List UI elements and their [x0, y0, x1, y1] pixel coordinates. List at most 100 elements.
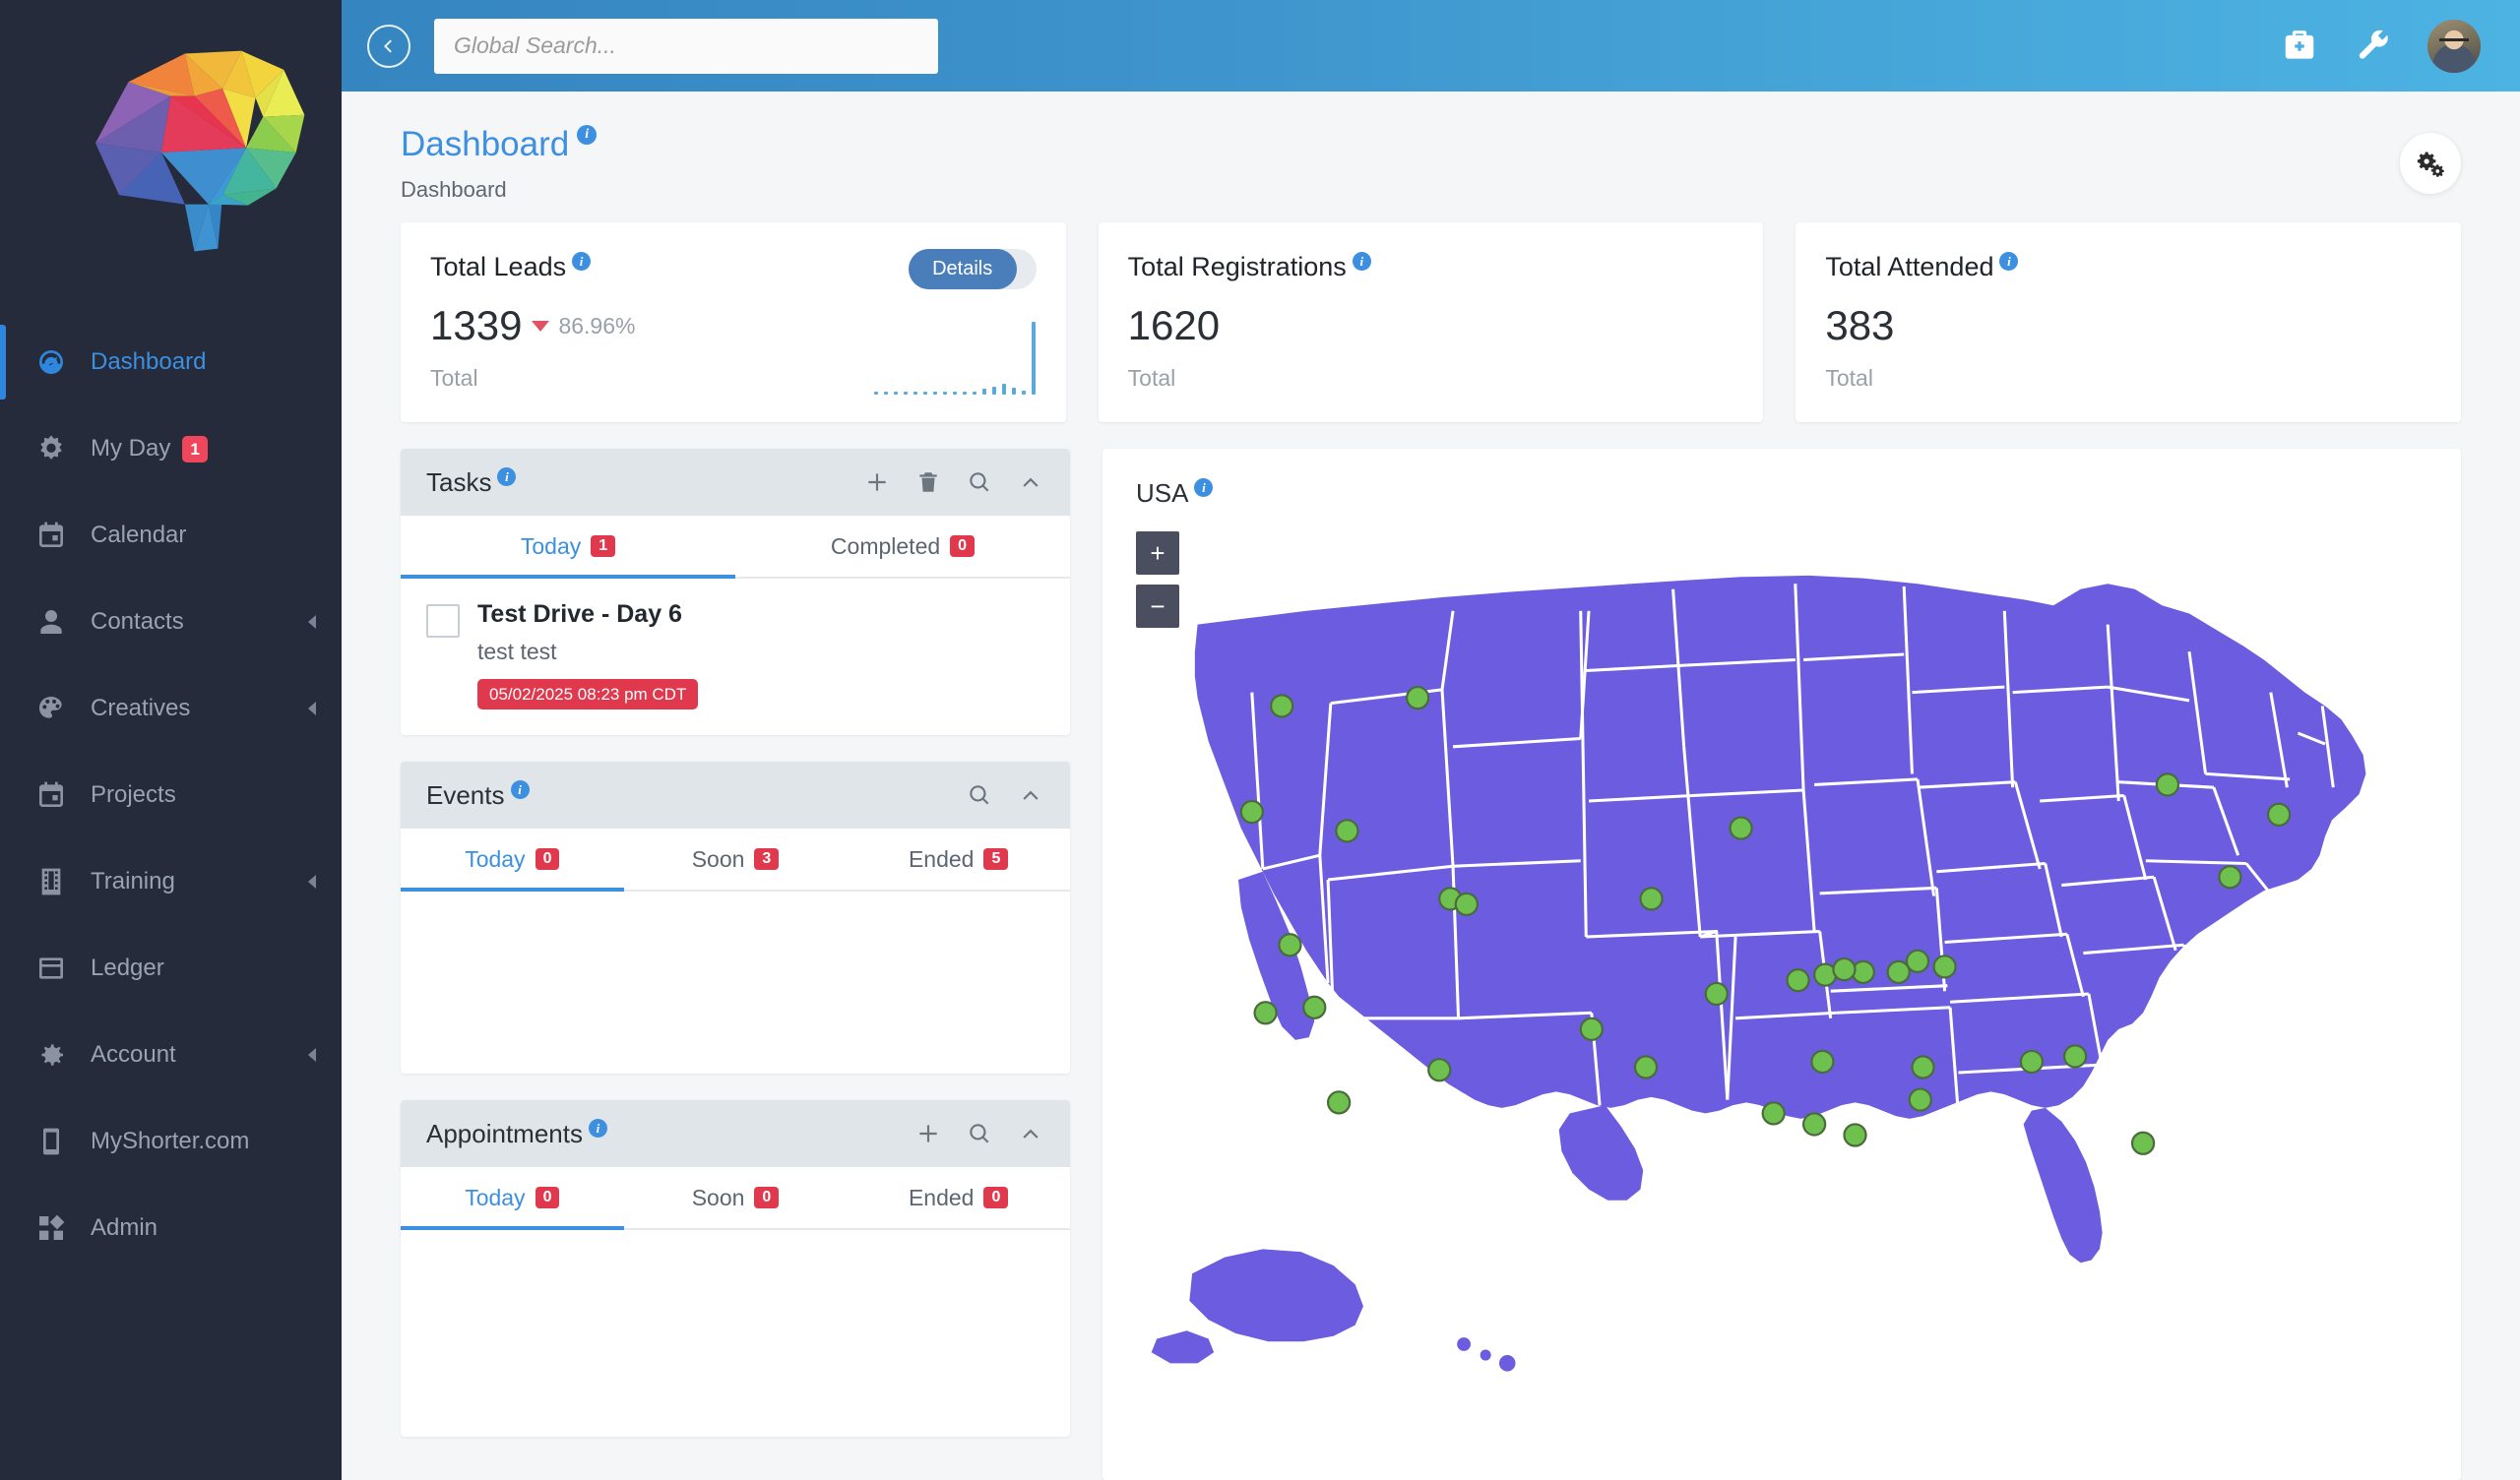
map-marker[interactable]	[1704, 981, 1729, 1007]
task-checkbox[interactable]	[426, 604, 460, 638]
kpi-card-total-attended: Total Attended i 383 Total	[1796, 222, 2462, 422]
tab-appointments-ended[interactable]: Ended 0	[847, 1167, 1070, 1228]
details-button[interactable]: Details	[908, 249, 1017, 289]
tab-tasks-completed[interactable]: Completed 0	[735, 516, 1070, 577]
map-marker[interactable]	[1932, 955, 1957, 979]
map-marker[interactable]	[1335, 819, 1359, 843]
tab-appointments-today[interactable]: Today 0	[401, 1167, 624, 1230]
map-marker[interactable]	[1633, 1055, 1659, 1079]
chevron-right-icon	[308, 702, 316, 715]
map-marker[interactable]	[2019, 1049, 2045, 1075]
map-marker[interactable]	[1761, 1101, 1786, 1126]
map-marker[interactable]	[1270, 694, 1294, 718]
map-marker[interactable]	[1253, 1001, 1278, 1025]
sidebar-item-my-day[interactable]: My Day 1	[0, 405, 342, 492]
details-toggle[interactable]: Details	[908, 249, 1037, 289]
sidebar-item-account[interactable]: Account	[0, 1012, 342, 1098]
map-marker[interactable]	[1832, 956, 1857, 982]
info-icon[interactable]: i	[1999, 252, 2019, 271]
back-arrow-icon[interactable]	[367, 24, 410, 68]
task-item[interactable]: Test Drive - Day 6 test test 05/02/2025 …	[426, 600, 1044, 709]
info-icon[interactable]: i	[572, 252, 592, 271]
gears-icon[interactable]	[2400, 133, 2461, 194]
tab-label: Soon	[691, 845, 745, 872]
page-title-text: Dashboard	[401, 125, 570, 163]
map-zoom-out-button[interactable]: −	[1136, 585, 1179, 628]
tab-events-today[interactable]: Today 0	[401, 829, 624, 892]
map-marker[interactable]	[1302, 995, 1327, 1019]
sidebar-item-calendar[interactable]: Calendar	[0, 492, 342, 579]
map-marker[interactable]	[1911, 1055, 1935, 1079]
sidebar-item-training[interactable]: Training	[0, 838, 342, 925]
tab-count: 5	[983, 848, 1009, 870]
trash-icon[interactable]	[914, 468, 942, 496]
info-icon[interactable]: i	[588, 1118, 607, 1138]
tab-count: 0	[950, 535, 976, 557]
calendar-icon	[32, 775, 71, 815]
tab-tasks-today[interactable]: Today 1	[401, 516, 735, 579]
kpi-delta-text: 86.96%	[558, 312, 636, 339]
tab-events-ended[interactable]: Ended 5	[847, 829, 1070, 890]
kpi-value-row: 1620	[1128, 302, 1734, 349]
global-search-input[interactable]	[434, 18, 938, 74]
first-aid-kit-icon[interactable]	[2278, 25, 2321, 68]
search-icon[interactable]	[966, 1120, 993, 1147]
search-icon[interactable]	[966, 781, 993, 809]
map-marker[interactable]	[1278, 933, 1302, 957]
map-marker[interactable]	[1908, 1087, 1932, 1112]
sidebar-item-admin[interactable]: Admin	[0, 1185, 342, 1271]
map-canvas[interactable]	[1102, 529, 2461, 1480]
map-marker[interactable]	[2218, 865, 2242, 890]
kpi-value-row: 1339 86.96%	[430, 302, 1037, 349]
kpi-sublabel: Total	[430, 365, 478, 391]
map-marker[interactable]	[2155, 772, 2180, 797]
map-marker[interactable]	[1579, 1017, 1604, 1041]
map-marker[interactable]	[2266, 802, 2292, 827]
lower-grid: Tasks i Today 1	[342, 422, 2520, 1480]
topbar-icon-group	[2278, 19, 2481, 73]
map-marker[interactable]	[1801, 1112, 1827, 1137]
breadcrumb: Dashboard	[401, 177, 507, 202]
map-marker[interactable]	[2062, 1044, 2088, 1069]
search-icon[interactable]	[966, 468, 993, 496]
map-marker[interactable]	[1639, 887, 1664, 911]
sidebar-item-dashboard[interactable]: Dashboard	[0, 319, 342, 405]
sidebar-item-creatives[interactable]: Creatives	[0, 665, 342, 752]
plus-icon[interactable]	[914, 1120, 942, 1147]
tab-events-soon[interactable]: Soon 3	[624, 829, 848, 890]
map-marker[interactable]	[1786, 968, 1810, 993]
avatar[interactable]	[2427, 19, 2481, 73]
sidebar-item-projects[interactable]: Projects	[0, 752, 342, 838]
info-icon[interactable]: i	[577, 125, 598, 145]
map-marker[interactable]	[1810, 1049, 1835, 1075]
kpi-title-text: Total Registrations	[1127, 252, 1347, 281]
info-icon[interactable]: i	[510, 779, 530, 799]
chevron-up-icon[interactable]	[1017, 781, 1044, 809]
plus-icon[interactable]	[863, 468, 891, 496]
map-marker[interactable]	[1454, 892, 1479, 917]
brain-logo-icon	[94, 50, 305, 252]
map-marker[interactable]	[1905, 949, 1930, 973]
sidebar-item-contacts[interactable]: Contacts	[0, 579, 342, 665]
map-marker[interactable]	[1326, 1090, 1352, 1115]
map-zoom-in-button[interactable]: +	[1136, 531, 1179, 575]
map-marker[interactable]	[1886, 959, 1911, 985]
sidebar-item-myshorter[interactable]: MyShorter.com	[0, 1098, 342, 1185]
map-marker[interactable]	[2130, 1131, 2156, 1155]
brand-logo[interactable]	[0, 0, 342, 295]
map-marker[interactable]	[1729, 816, 1753, 840]
info-icon[interactable]: i	[1352, 252, 1371, 271]
info-icon[interactable]: i	[1194, 478, 1214, 497]
map-marker[interactable]	[1843, 1123, 1867, 1147]
wrench-icon[interactable]	[2353, 25, 2396, 68]
sparkline-bar	[922, 392, 927, 395]
map-marker[interactable]	[1427, 1058, 1452, 1082]
map-marker[interactable]	[1239, 799, 1264, 825]
chevron-up-icon[interactable]	[1017, 468, 1044, 496]
chevron-up-icon[interactable]	[1017, 1120, 1044, 1147]
map-marker[interactable]	[1406, 685, 1430, 710]
info-icon[interactable]: i	[497, 466, 517, 486]
panel-title: Events i	[426, 779, 530, 811]
tab-appointments-soon[interactable]: Soon 0	[624, 1167, 848, 1228]
sidebar-item-ledger[interactable]: Ledger	[0, 925, 342, 1012]
